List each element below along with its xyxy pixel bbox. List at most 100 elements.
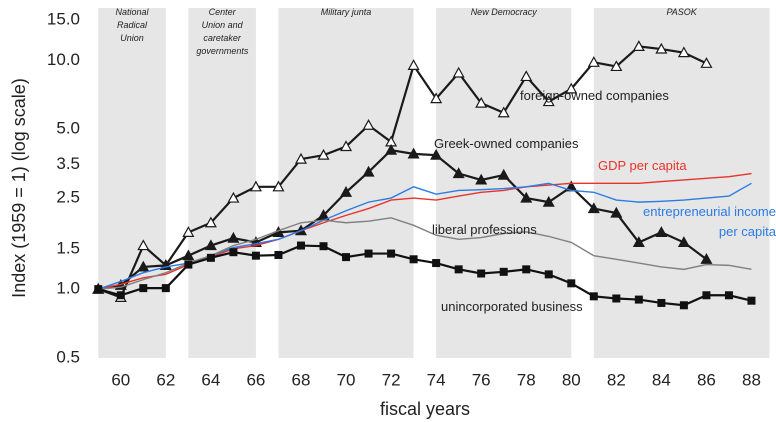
series-label-box: GDP per capita [598,158,687,173]
marker [520,70,533,82]
marker [385,143,398,155]
marker [342,253,351,262]
marker [499,267,508,276]
period-label: Military junta [320,7,372,17]
marker [182,249,195,261]
marker [204,239,217,251]
marker [452,66,465,78]
marker [364,249,373,258]
series-label: GDP per capita [598,158,687,173]
marker [116,291,125,300]
marker [294,152,308,164]
plot: 0.5 1.0 1.5 2.5 3.5 5.0 10.0 15.0 60 62 64 66 68 70 72… [47,9,776,389]
series-label-box: foreign-owned companies [520,88,669,103]
x-tick-label: 68 [292,370,311,389]
marker [319,242,328,251]
marker [612,294,621,303]
marker [677,46,690,58]
marker [407,59,420,70]
marker [497,168,510,180]
x-tick-label: 60 [111,370,130,389]
x-axis-title: fiscal years [380,399,470,419]
x-tick-label: 88 [742,370,761,389]
marker [497,106,510,118]
x-tick-label: 66 [246,370,265,389]
x-tick-label: 62 [156,370,175,389]
marker [317,209,330,220]
series-line [97,45,707,299]
marker [296,241,305,250]
period-label: PASOK [666,7,697,17]
marker [747,296,756,305]
period-label: National Radical Union [115,7,149,43]
marker [700,57,713,68]
period-label-box: Military junta [320,7,372,17]
period-label-box: New Democracy [470,7,537,17]
marker [567,279,576,288]
series-label: Greek-owned companies [434,136,579,151]
marker [632,40,645,52]
y-tick-label: 5.0 [56,119,80,138]
marker [430,148,443,160]
x-tick-label: 82 [607,370,626,389]
marker [340,140,353,152]
marker [702,291,711,300]
marker [229,248,238,257]
period-label-box: PASOK [666,7,697,17]
x-tick-label: 84 [652,370,671,389]
marker [477,269,486,278]
marker [565,82,578,94]
y-axis-title: Index (1959 = 1) (log scale) [9,78,29,298]
y-tick-label: 3.5 [56,154,80,173]
period-label-box: Center Union and caretaker governments [196,7,248,56]
marker [542,195,555,207]
marker [700,253,713,264]
period-label-box: National Radical Union [115,7,149,43]
marker [249,180,262,192]
series-label: liberal professions [432,222,537,237]
marker [632,236,645,248]
marker [206,253,215,262]
marker [475,96,488,108]
y-tick-label: 1.0 [56,279,80,298]
period-band [278,8,414,358]
series-label-box: Greek-owned companies [434,136,579,151]
marker [137,260,150,272]
marker [634,295,643,304]
y-tick-label: 2.5 [56,188,80,207]
marker [409,255,418,264]
marker [677,236,690,248]
period-band [188,8,256,358]
series-label-box: liberal professions [432,222,537,237]
marker [587,56,600,67]
x-tick-label: 74 [427,370,446,389]
x-tick-label: 76 [472,370,491,389]
series-label-box: unincorporated business [441,299,583,314]
series-label: entrepreneurial income per capita [643,204,776,239]
marker [204,216,217,228]
y-tick-label: 0.5 [56,347,80,366]
x-tick-label: 72 [382,370,401,389]
marker [544,270,553,279]
x-tick-label: 70 [337,370,356,389]
period-label: New Democracy [470,7,537,17]
marker [430,92,443,104]
marker [655,42,668,54]
series-label: foreign-owned companies [520,88,669,103]
x-tick-label: 64 [201,370,220,389]
marker [182,226,195,237]
period-band [98,8,166,358]
bands: National Radical Union Center Union and c… [98,7,770,358]
marker [274,250,283,259]
marker [272,180,285,192]
marker [655,226,668,237]
marker [94,285,103,294]
marker [251,251,260,260]
marker [724,291,733,300]
series-line [98,148,708,291]
marker [139,284,148,293]
marker [589,292,598,301]
marker [227,231,240,243]
marker [161,284,170,293]
